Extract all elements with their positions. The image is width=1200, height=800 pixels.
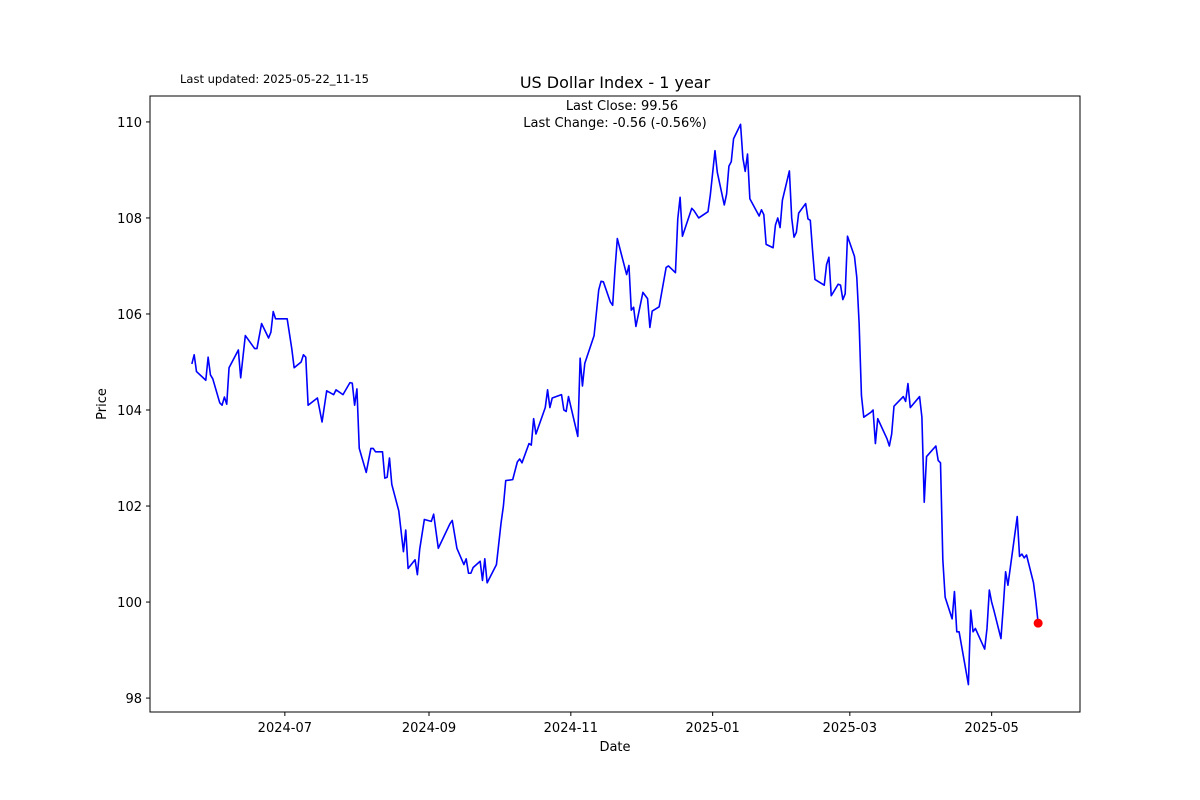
annotation: Last Close: 99.56 <box>566 99 678 114</box>
updated-note: Last updated: 2025-05-22_11-15 <box>180 72 369 86</box>
y-tick-label: 110 <box>117 116 142 131</box>
last-point <box>1033 618 1043 628</box>
x-tick-label: 2024-11 <box>544 721 598 736</box>
x-tick-label: 2025-03 <box>823 721 877 736</box>
y-tick-label: 108 <box>117 212 142 227</box>
y-tick-label: 100 <box>117 596 142 611</box>
chart-title: US Dollar Index - 1 year <box>520 73 711 92</box>
x-tick-label: 2024-09 <box>402 721 456 736</box>
y-tick-label: 98 <box>125 692 142 707</box>
x-axis-label: Date <box>599 740 630 755</box>
y-tick-label: 102 <box>117 500 142 515</box>
y-axis-label: Price <box>95 388 110 420</box>
y-tick-label: 106 <box>117 308 142 323</box>
price-line <box>191 123 1039 686</box>
x-tick-label: 2025-01 <box>685 721 739 736</box>
y-tick-label: 104 <box>117 404 142 419</box>
plot-frame <box>149 95 1081 713</box>
x-tick-label: 2024-07 <box>258 721 312 736</box>
x-tick-label: 2025-05 <box>964 721 1018 736</box>
annotation: Last Change: -0.56 (-0.56%) <box>523 116 706 131</box>
